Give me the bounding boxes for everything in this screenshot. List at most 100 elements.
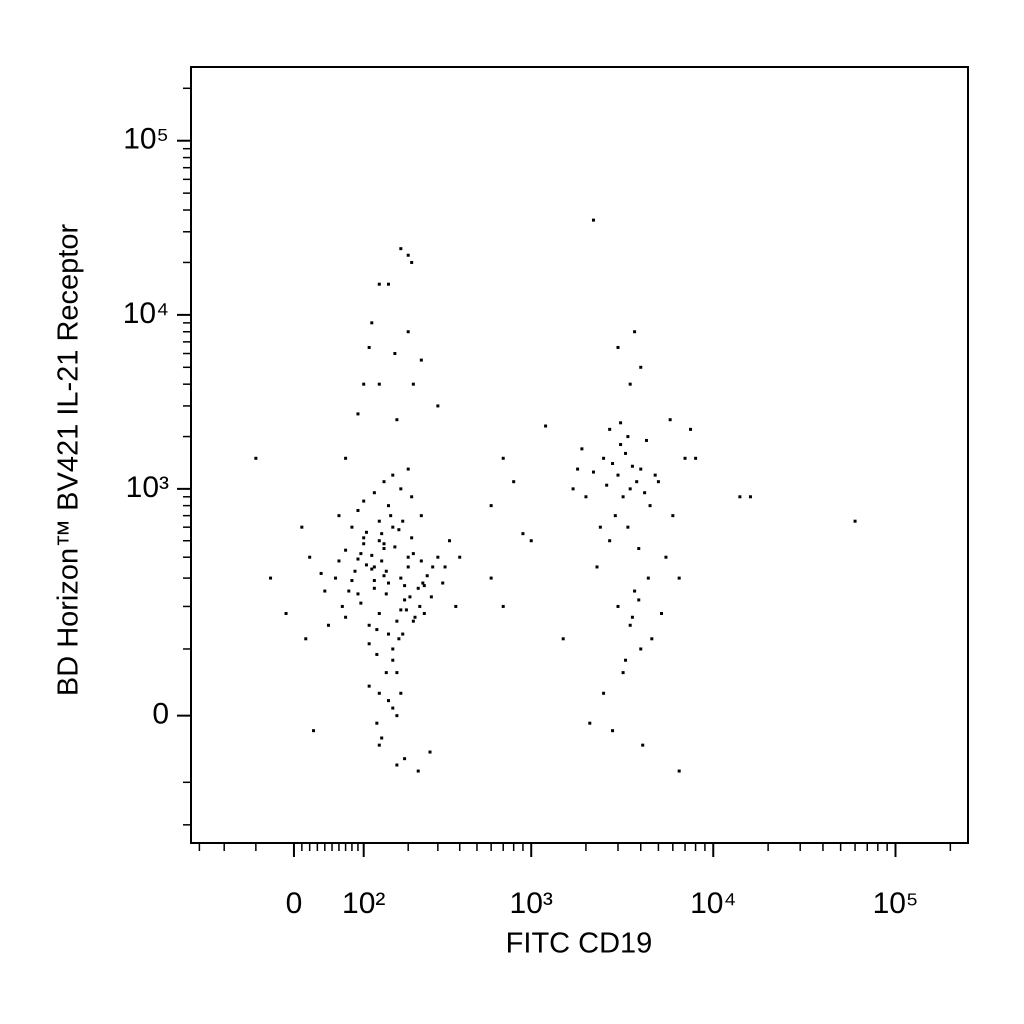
y-axis-title: BD Horizon™ BV421 IL-21 Receptor xyxy=(53,224,85,697)
event-dot xyxy=(395,714,399,718)
event-dot xyxy=(406,467,410,471)
event-dot xyxy=(406,330,410,334)
event-dot xyxy=(377,611,381,615)
event-dot xyxy=(399,247,403,251)
event-dot xyxy=(628,623,632,627)
event-dot xyxy=(429,595,433,599)
event-dot xyxy=(308,555,312,559)
event-dot xyxy=(501,604,505,608)
event-dot xyxy=(364,530,368,534)
event-dot xyxy=(422,611,426,615)
event-dot xyxy=(377,743,381,747)
event-dot xyxy=(431,565,435,569)
event-dot xyxy=(384,592,388,596)
event-dot xyxy=(637,547,641,551)
event-dot xyxy=(387,504,391,508)
event-dot xyxy=(319,571,323,575)
event-dot xyxy=(404,608,408,612)
event-dot xyxy=(403,598,407,602)
x-tick-label: 0 xyxy=(286,887,303,920)
event-dot xyxy=(624,451,628,455)
event-dot xyxy=(633,589,637,593)
event-dot xyxy=(436,404,440,408)
event-dot xyxy=(611,729,615,733)
event-dot xyxy=(359,552,363,556)
event-dot xyxy=(359,601,363,605)
event-dot xyxy=(410,536,414,540)
event-dot xyxy=(372,579,376,583)
event-dot xyxy=(668,418,672,422)
event-dot xyxy=(635,480,639,484)
event-dot xyxy=(630,615,634,619)
event-dot xyxy=(377,382,381,386)
event-dot xyxy=(419,559,423,563)
event-dot xyxy=(411,552,415,556)
event-dot xyxy=(387,699,391,703)
event-dot xyxy=(418,604,422,608)
plot-frame xyxy=(190,66,969,844)
event-dot xyxy=(677,576,681,580)
event-dot xyxy=(403,757,407,761)
x-tick-label: 10³ xyxy=(510,887,553,920)
event-dot xyxy=(611,462,615,466)
event-dot xyxy=(362,542,366,546)
event-dot xyxy=(382,547,386,551)
event-dot xyxy=(443,565,447,569)
event-dot xyxy=(340,604,344,608)
event-dot xyxy=(853,519,857,523)
event-dot xyxy=(650,637,654,641)
event-dot xyxy=(362,499,366,503)
event-dot xyxy=(648,504,652,508)
event-dot xyxy=(621,671,625,675)
event-dot xyxy=(391,658,395,662)
event-dot xyxy=(367,684,371,688)
event-dot xyxy=(694,456,698,460)
event-dot xyxy=(406,555,410,559)
event-dot xyxy=(639,467,643,471)
event-dot xyxy=(375,628,379,632)
event-dot xyxy=(653,473,657,477)
event-dot xyxy=(489,504,493,508)
event-dot xyxy=(602,691,606,695)
event-dot xyxy=(688,427,692,431)
event-dot xyxy=(641,743,645,747)
event-dot xyxy=(521,532,525,536)
event-dot xyxy=(616,473,620,477)
event-dot xyxy=(644,438,648,442)
event-dot xyxy=(630,464,634,468)
event-dot xyxy=(613,514,617,518)
y-tick-label: 10⁵ xyxy=(123,123,169,156)
event-dot xyxy=(387,632,391,636)
event-dot xyxy=(326,623,330,627)
event-dot xyxy=(399,608,403,612)
event-dot xyxy=(397,528,401,532)
event-dot xyxy=(608,539,612,543)
event-dot xyxy=(561,637,565,641)
event-dot xyxy=(399,576,403,580)
event-dot xyxy=(419,358,423,362)
event-dot xyxy=(391,647,395,651)
y-tick-label: 0 xyxy=(152,698,169,731)
event-dot xyxy=(628,487,632,491)
y-tick-label: 10³ xyxy=(126,471,169,504)
event-dot xyxy=(408,595,412,599)
event-dot xyxy=(748,495,752,499)
event-dot xyxy=(375,721,379,725)
event-dot xyxy=(337,514,341,518)
x-axis-title: FITC CD19 xyxy=(506,928,653,960)
event-dot xyxy=(660,611,664,615)
event-dot xyxy=(399,691,403,695)
event-dot xyxy=(421,581,425,585)
event-dot xyxy=(621,495,625,499)
event-dot xyxy=(380,532,384,536)
event-dot xyxy=(367,345,371,349)
event-dot xyxy=(416,586,420,590)
x-tick-label: 10² xyxy=(342,887,385,920)
event-dot xyxy=(337,559,341,563)
event-dot xyxy=(428,750,432,754)
event-dot xyxy=(626,435,630,439)
event-dot xyxy=(395,418,399,422)
event-dot xyxy=(410,260,414,264)
y-tick-label: 10⁴ xyxy=(123,297,169,330)
